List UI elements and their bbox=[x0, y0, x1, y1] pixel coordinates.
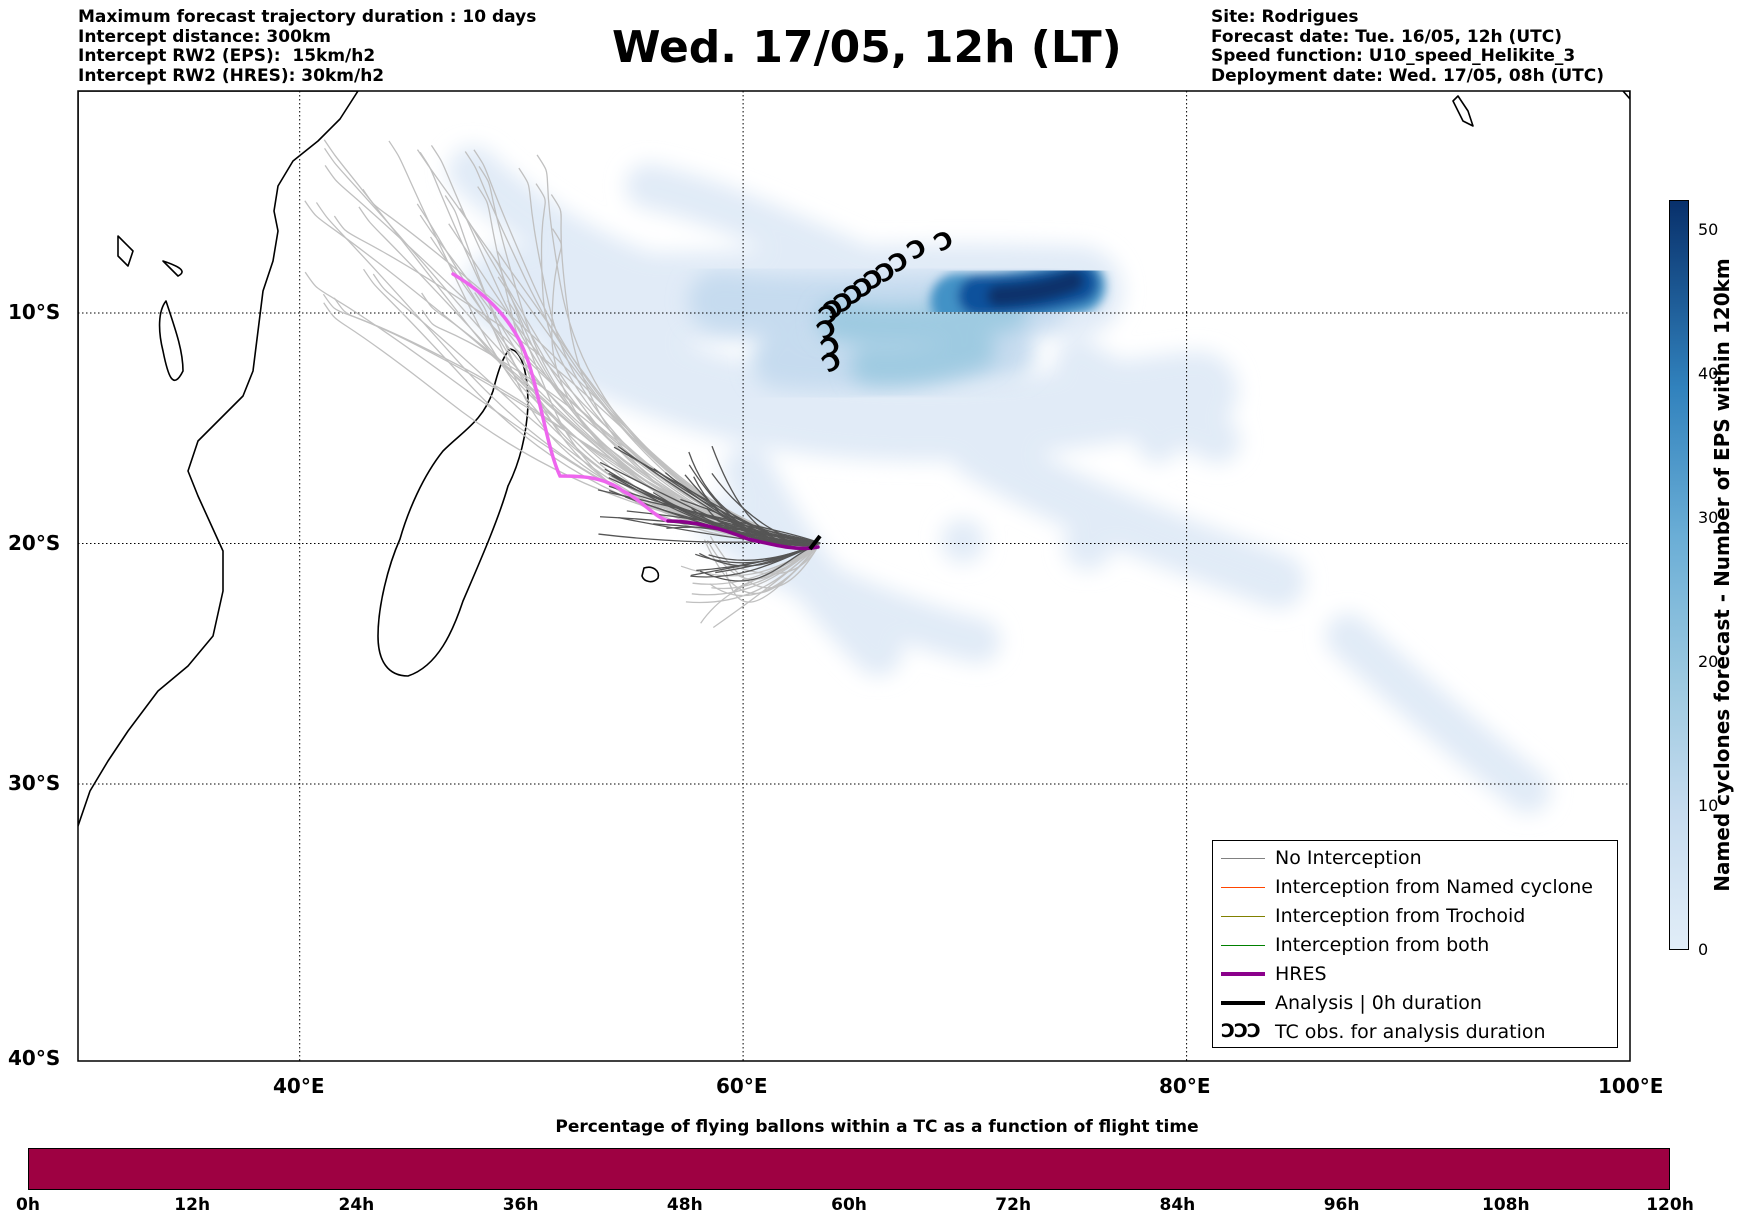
lon-label-80e: 80°E bbox=[1159, 1074, 1211, 1098]
hres-track-early bbox=[451, 272, 670, 523]
bottom-colorbar-tick: 60h bbox=[831, 1195, 867, 1215]
eps-trajectory bbox=[551, 228, 821, 544]
legend-trochoid: Interception from Trochoid bbox=[1213, 902, 1617, 931]
bottom-colorbar-tick: 36h bbox=[502, 1195, 539, 1215]
map-legend: No Interception Interception from Named … bbox=[1212, 840, 1618, 1048]
bottom-colorbar-tick: 0h bbox=[16, 1195, 40, 1215]
lat-label-10s: 10°S bbox=[8, 300, 61, 324]
colorbar-tick-40: 40 bbox=[1698, 364, 1719, 383]
lon-label-40e: 40°E bbox=[273, 1074, 325, 1098]
colorbar-tick-50: 50 bbox=[1698, 220, 1719, 239]
bottom-colorbar-title: Percentage of flying ballons within a TC… bbox=[555, 1117, 1199, 1137]
lat-label-30s: 30°S bbox=[8, 771, 61, 795]
intercept-distance-text: Intercept distance: 300km bbox=[78, 26, 331, 47]
header-left: Maximum forecast trajectory duration : 1… bbox=[78, 7, 537, 86]
coastlines bbox=[78, 91, 1630, 827]
bottom-colorbar-tick: 120h bbox=[1646, 1195, 1694, 1215]
eps-density-field bbox=[448, 146, 1551, 814]
colorbar-tick-10: 10 bbox=[1698, 796, 1719, 815]
eps-trajectory bbox=[478, 165, 821, 544]
max-duration-text: Maximum forecast trajectory duration : 1… bbox=[78, 7, 537, 27]
legend-named-cyclone: Interception from Named cyclone bbox=[1213, 873, 1617, 902]
colorbar-tick-20: 20 bbox=[1698, 652, 1719, 671]
eps-trajectory bbox=[711, 542, 821, 590]
legend-tc-obs: ƆƆƆ TC obs. for analysis duration bbox=[1221, 1020, 1546, 1043]
bottom-colorbar-tick: 84h bbox=[1159, 1195, 1196, 1215]
intercept-eps-text: Intercept RW2 (EPS): 15km/h2 bbox=[78, 46, 376, 66]
hres-track bbox=[666, 519, 820, 551]
legend-both: Interception from both bbox=[1213, 931, 1617, 960]
colorbar-tick-0: 0 bbox=[1698, 940, 1709, 959]
bottom-colorbar-tick: 12h bbox=[174, 1195, 211, 1215]
colorbar-tick-30: 30 bbox=[1698, 508, 1719, 527]
eps-trajectory bbox=[711, 472, 821, 545]
lat-label-40s: 40°S bbox=[8, 1046, 61, 1070]
bottom-colorbar-tick: 72h bbox=[995, 1195, 1032, 1215]
deployment-date-text: Deployment date: Wed. 17/05, 08h (UTC) bbox=[1211, 65, 1605, 86]
bottom-colorbar-tick: 96h bbox=[1323, 1195, 1360, 1215]
bottom-colorbar-tick: 24h bbox=[338, 1195, 375, 1215]
legend-no-interception: No Interception bbox=[1213, 844, 1617, 873]
lon-label-60e: 60°E bbox=[716, 1074, 768, 1098]
bottom-colorbar-tick: 48h bbox=[666, 1195, 703, 1215]
eps-trajectory bbox=[703, 539, 821, 595]
tc-symbol-icon: ƆƆƆ bbox=[1221, 1020, 1261, 1042]
speed-function-text: Speed function: U10_speed_Helikite_3 bbox=[1211, 46, 1576, 66]
eps-trajectory bbox=[685, 542, 821, 604]
header-right: Site: Rodrigues Forecast date: Tue. 16/0… bbox=[1211, 7, 1605, 86]
eps-colorbar bbox=[1669, 200, 1689, 950]
eps-trajectory bbox=[464, 151, 821, 544]
lon-label-100e: 100°E bbox=[1598, 1074, 1664, 1098]
eps-trajectory bbox=[711, 445, 821, 544]
intercept-hres-text: Intercept RW2 (HRES): 30km/h2 bbox=[78, 65, 385, 86]
analysis-track bbox=[808, 534, 822, 551]
eps-trajectory bbox=[304, 271, 821, 544]
forecast-date-text: Forecast date: Tue. 16/05, 12h (UTC) bbox=[1211, 26, 1562, 47]
legend-hres: HRES bbox=[1213, 960, 1617, 989]
lat-label-20s: 20°S bbox=[8, 531, 61, 555]
gridlines bbox=[78, 91, 1630, 1061]
legend-analysis: Analysis | 0h duration bbox=[1213, 989, 1617, 1018]
bottom-colorbar bbox=[28, 1148, 1670, 1190]
bottom-colorbar-tick: 108h bbox=[1482, 1195, 1530, 1215]
colorbar-label: Named cyclones forecast - Number of EPS … bbox=[1710, 258, 1734, 892]
site-text: Site: Rodrigues bbox=[1211, 7, 1359, 27]
page-title: Wed. 17/05, 12h (LT) bbox=[612, 22, 1122, 73]
eps-trajectory bbox=[680, 498, 821, 545]
